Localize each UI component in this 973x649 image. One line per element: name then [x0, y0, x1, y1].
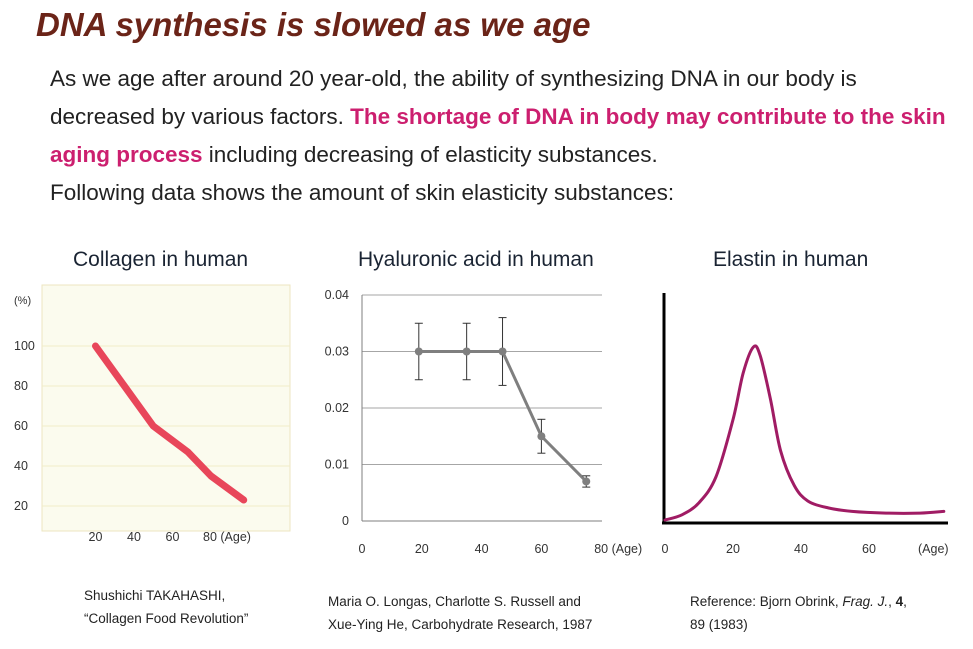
hyaluronic-y-tick-label: 0.03 — [325, 345, 349, 359]
hyaluronic-data-point — [462, 347, 471, 356]
elastin-chart-title: Elastin in human — [713, 248, 869, 271]
collagen-data-point — [184, 449, 191, 455]
hyaluronic-x-tick-label: 60 — [534, 542, 548, 556]
elastin-reference: Reference: Bjorn Obrink, Frag. J., 4, 89 … — [690, 590, 907, 636]
collagen-y-tick-label: 80 — [14, 379, 28, 393]
intro-highlight: The shortage of DNA in body may contribu… — [50, 104, 946, 167]
elastin-reference-prefix: Reference: Bjorn Obrink, — [690, 594, 843, 609]
hyaluronic-x-tick-label: 40 — [475, 542, 489, 556]
elastin-reference-suffix: , — [903, 594, 907, 609]
hyaluronic-data-point — [582, 477, 591, 486]
hyaluronic-reference: Maria O. Longas, Charlotte S. Russell an… — [328, 590, 592, 636]
hyaluronic-x-tick-label: 0 — [359, 542, 366, 556]
elastin-series-curve — [663, 344, 946, 522]
collagen-data-point — [92, 343, 99, 349]
collagen-x-tick-label: 80 (Age) — [203, 530, 251, 544]
hyaluronic-y-tick-label: 0.04 — [325, 288, 349, 302]
collagen-plot-area — [41, 284, 291, 532]
collagen-y-tick-label: 20 — [14, 499, 28, 513]
elastin-reference-volume: 4 — [895, 594, 904, 609]
collagen-y-tick-label: 100 — [14, 339, 35, 353]
collagen-data-point — [240, 497, 247, 503]
collagen-reference-line-1: Shushichi TAKAHASHI, — [84, 588, 226, 603]
hyaluronic-data-point — [414, 347, 423, 356]
elastin-x-tick-label: 60 — [862, 542, 876, 556]
elastin-reference-journal: Frag. J. — [842, 594, 889, 609]
intro-text-1: As we age after around 20 year-old, the … — [50, 66, 857, 129]
elastin-chart: 0 20 40 60 (Age) — [662, 293, 949, 556]
intro-text-3: Following data shows the amount of skin … — [50, 180, 675, 205]
hyaluronic-x-tick-label: 20 — [415, 542, 429, 556]
collagen-chart: 100 80 60 40 20 (%) 20 40 60 80 (Age) — [14, 284, 291, 544]
collagen-x-tick-label: 60 — [166, 530, 180, 544]
hyaluronic-x-tick-label: 80 (Age) — [594, 542, 642, 556]
collagen-reference-line-2: “Collagen Food Revolution” — [84, 611, 249, 626]
hyaluronic-chart-title: Hyaluronic acid in human — [358, 248, 594, 271]
hyaluronic-reference-line-2: Xue-Ying He, Carbohydrate Research, 1987 — [328, 617, 593, 632]
hyaluronic-data-point — [537, 432, 546, 441]
elastin-x-tick-label: 40 — [794, 542, 808, 556]
hyaluronic-data-point — [498, 347, 507, 356]
elastin-x-tick-label: (Age) — [918, 542, 949, 556]
collagen-y-tick-label: 40 — [14, 459, 28, 473]
hyaluronic-y-tick-label: 0.01 — [325, 458, 349, 472]
collagen-data-point — [208, 473, 214, 479]
hyaluronic-y-tick-label: 0.02 — [325, 401, 349, 415]
elastin-reference-sep: , — [888, 594, 896, 609]
collagen-x-tick-label: 20 — [89, 530, 103, 544]
collagen-y-tick-label: 60 — [14, 419, 28, 433]
elastin-reference-line-2: 89 (1983) — [690, 617, 748, 632]
intro-text-2: including decreasing of elasticity subst… — [202, 142, 658, 167]
collagen-y-axis-label: (%) — [14, 295, 31, 307]
page-title: DNA synthesis is slowed as we age — [36, 6, 591, 43]
intro-paragraph: As we age after around 20 year-old, the … — [50, 60, 960, 212]
collagen-reference: Shushichi TAKAHASHI, “Collagen Food Revol… — [84, 584, 248, 630]
collagen-chart-title: Collagen in human — [73, 248, 249, 271]
elastin-x-tick-label: 0 — [662, 542, 669, 556]
hyaluronic-chart: 0.04 0.03 0.02 0.01 00 20 40 60 80 (Age) — [325, 288, 642, 556]
elastin-x-tick-label: 20 — [726, 542, 740, 556]
collagen-x-tick-label: 40 — [127, 530, 141, 544]
hyaluronic-y-tick-label: 0 — [342, 514, 349, 528]
hyaluronic-reference-line-1: Maria O. Longas, Charlotte S. Russell an… — [328, 594, 581, 609]
collagen-data-point — [150, 423, 157, 429]
